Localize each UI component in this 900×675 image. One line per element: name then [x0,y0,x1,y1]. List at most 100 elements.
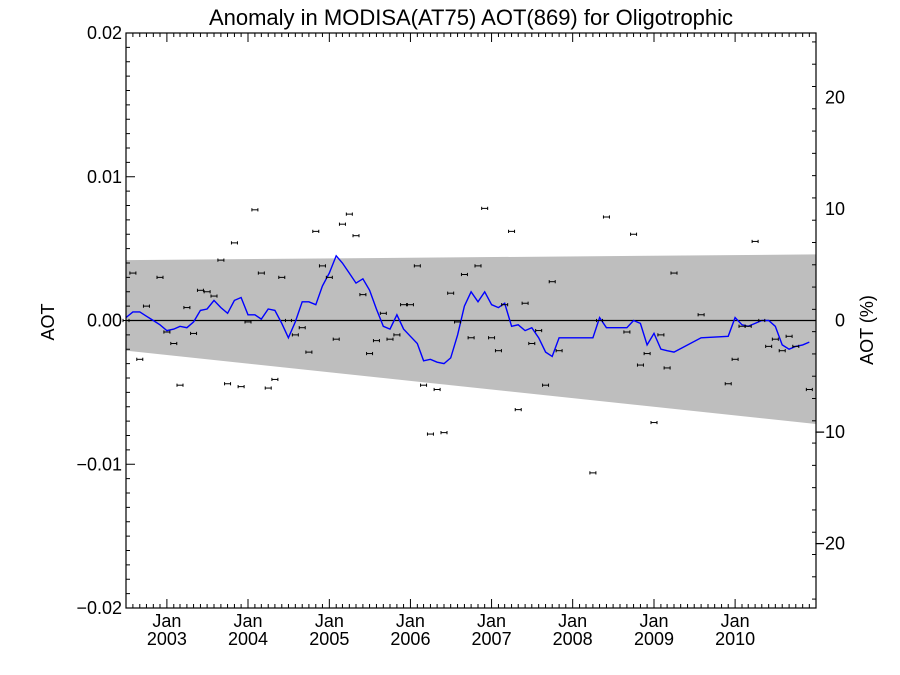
x-tick-year-label: 2003 [147,629,187,649]
data-point [142,304,150,308]
data-point [136,357,144,361]
x-tick-year-label: 2009 [634,629,674,649]
data-point [474,264,482,268]
data-point [278,275,286,279]
data-point [751,239,759,244]
data-point [650,420,658,425]
data-point [657,333,665,337]
y-tick-label: 0.00 [87,311,122,331]
data-point [521,301,529,305]
data-point [771,337,779,341]
data-point [765,344,773,348]
data-point [352,234,360,238]
data-point [697,313,705,317]
data-point [596,318,604,323]
data-point [156,275,164,279]
data-point [318,264,326,268]
x-tick-month-label: Jan [396,611,425,631]
data-point [284,318,292,323]
data-point [325,275,333,279]
data-point [528,341,536,346]
data-point [264,386,272,390]
x-tick-year-label: 2004 [228,629,268,649]
x-tick-month-label: Jan [152,611,181,631]
data-point [176,383,184,387]
data-point [501,303,509,307]
x-tick-year-label: 2010 [715,629,755,649]
y-tick-label: −0.01 [76,454,122,474]
x-tick-month-label: Jan [721,611,750,631]
data-point [386,337,394,341]
chart-title: Anomaly in MODISA(AT75) AOT(869) for Oli… [209,5,733,30]
data-point [237,385,245,389]
data-point [379,311,387,315]
data-point [805,387,813,392]
data-point [454,320,462,324]
data-point [183,305,191,310]
data-point [508,229,516,233]
y-right-tick-label: −10 [814,422,845,442]
data-point [724,382,732,386]
y-tick-label: 0.02 [87,23,122,43]
x-tick-month-label: Jan [315,611,344,631]
data-point [406,303,414,307]
data-point [420,383,428,387]
data-point [792,344,800,348]
data-point [630,232,638,236]
y-right-axis-title: AOT (%) [857,295,877,365]
y-tick-label: 0.01 [87,167,122,187]
x-tick-year-label: 2006 [390,629,430,649]
data-point [203,290,211,294]
data-point [244,320,252,324]
y-axis-title: AOT [38,303,58,340]
y-right-tick-label: 20 [825,88,845,108]
data-point [481,206,489,210]
data-point [224,382,232,386]
data-point [366,351,374,356]
data-point [291,333,299,337]
data-point [467,336,475,340]
data-point [257,271,265,275]
data-point [542,383,550,387]
data-point [488,336,496,340]
y-right-tick-label: −20 [814,533,845,553]
x-tick-month-label: Jan [558,611,587,631]
data-point [271,377,279,382]
x-tick-month-label: Jan [639,611,668,631]
y-right-tick-label: 0 [835,311,845,331]
data-point [731,357,739,361]
data-point [196,288,204,292]
x-tick-year-label: 2008 [553,629,593,649]
data-point [535,328,543,333]
data-point [663,366,671,370]
confidence-band [126,254,816,424]
data-point [170,341,178,346]
data-point [494,349,502,353]
data-point [190,331,198,336]
data-point [778,349,786,353]
data-point [785,334,793,338]
y-right-tick-label: 10 [825,199,845,219]
data-point [758,318,766,323]
data-point [400,303,408,307]
data-point [305,350,313,354]
data-point [514,408,522,412]
smoothed-series-line [125,254,810,365]
data-point [217,258,225,262]
data-point [440,431,448,435]
data-point [413,264,421,268]
data-point [338,222,346,226]
data-point [670,271,678,275]
data-point [555,349,563,353]
data-point [230,241,238,245]
data-point [426,432,434,436]
data-point [372,339,380,343]
y-tick-label: −0.02 [76,598,122,618]
data-point [433,387,441,392]
data-point [589,471,597,475]
data-point [623,330,631,334]
data-point [312,229,320,233]
data-point [163,330,171,334]
data-point [643,351,651,356]
